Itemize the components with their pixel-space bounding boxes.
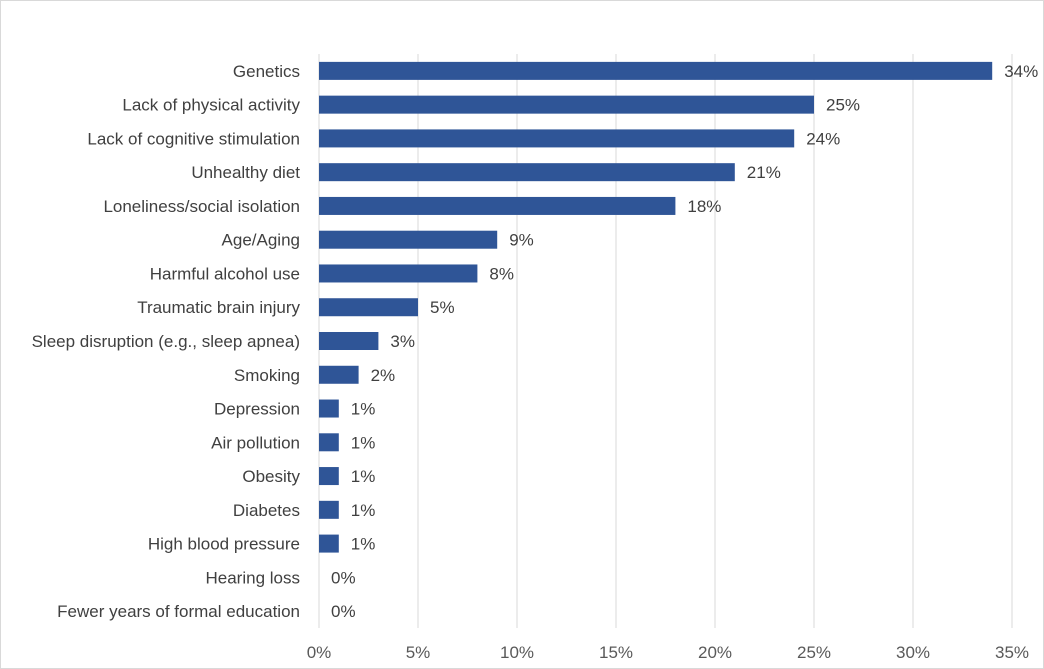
- x-tick-label: 35%: [995, 643, 1029, 662]
- data-labels: 34% 25% 24% 21% 18% 9% 8% 5% 3% 2% 1% 1% 1% 1% 1% 0% 0%: [331, 62, 1038, 621]
- bar: [319, 399, 339, 418]
- category-label: Unhealthy diet: [191, 163, 300, 182]
- data-label: 0%: [331, 602, 356, 621]
- data-label: 1%: [351, 400, 376, 419]
- category-label: Harmful alcohol use: [150, 264, 300, 283]
- x-tick-label: 30%: [896, 643, 930, 662]
- data-label: 24%: [806, 129, 840, 148]
- bar: [319, 230, 498, 249]
- category-labels: Genetics Lack of physical activity Lack of…: [32, 62, 301, 621]
- bar: [319, 196, 676, 215]
- bar: [319, 264, 478, 283]
- bar: [319, 467, 339, 486]
- data-label: 21%: [747, 163, 781, 182]
- data-label: 1%: [351, 535, 376, 554]
- category-label: Diabetes: [233, 501, 300, 520]
- bar: [319, 332, 379, 350]
- data-label: 1%: [351, 501, 376, 520]
- bar: [319, 61, 993, 80]
- bar: [319, 534, 339, 553]
- data-label: 1%: [351, 467, 376, 486]
- bar: [319, 163, 735, 182]
- category-label: Fewer years of formal education: [57, 602, 300, 621]
- category-label: Age/Aging: [222, 231, 300, 250]
- category-label: Hearing loss: [206, 568, 301, 587]
- bars: [319, 61, 993, 553]
- category-label: Lack of physical activity: [122, 96, 300, 115]
- data-label: 0%: [331, 568, 356, 587]
- data-label: 34%: [1004, 62, 1038, 81]
- x-tick-label: 5%: [406, 643, 431, 662]
- bar: [319, 365, 359, 384]
- x-tick-label: 20%: [698, 643, 732, 662]
- bar: [319, 129, 795, 148]
- bar: [319, 95, 814, 114]
- data-label: 5%: [430, 298, 455, 317]
- x-tick-label: 15%: [599, 643, 633, 662]
- bar: [319, 433, 339, 452]
- category-label: High blood pressure: [148, 535, 300, 554]
- data-label: 18%: [687, 197, 721, 216]
- category-label: Genetics: [233, 62, 300, 81]
- data-label: 3%: [390, 332, 415, 351]
- bar: [319, 500, 339, 519]
- data-label: 1%: [351, 433, 376, 452]
- x-axis-tick-labels: 0% 5% 10% 15% 20% 25% 30% 35%: [307, 643, 1029, 662]
- data-label: 9%: [509, 231, 534, 250]
- category-label: Air pollution: [211, 433, 300, 452]
- category-label: Sleep disruption (e.g., sleep apnea): [32, 332, 300, 351]
- x-tick-label: 0%: [307, 643, 332, 662]
- x-tick-label: 10%: [500, 643, 534, 662]
- x-tick-label: 25%: [797, 643, 831, 662]
- category-label: Lack of cognitive stimulation: [87, 129, 300, 148]
- data-label: 25%: [826, 96, 860, 115]
- gridlines: [318, 54, 1013, 628]
- category-label: Smoking: [234, 366, 300, 385]
- category-label: Traumatic brain injury: [137, 298, 300, 317]
- data-label: 2%: [371, 366, 396, 385]
- category-label: Depression: [214, 400, 300, 419]
- data-label: 8%: [489, 264, 514, 283]
- category-label: Obesity: [242, 467, 300, 486]
- category-label: Loneliness/social isolation: [103, 197, 300, 216]
- bar: [319, 298, 418, 317]
